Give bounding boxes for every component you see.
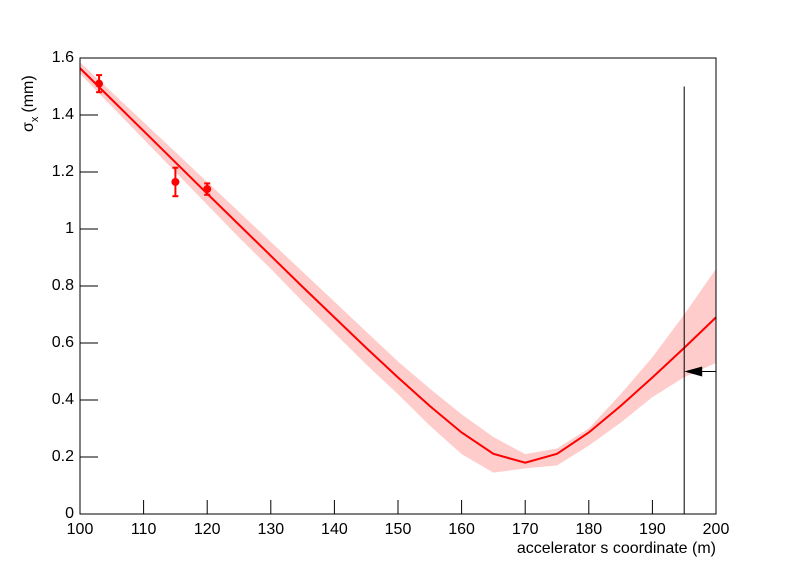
x-tick-label: 130	[257, 521, 284, 538]
x-tick-label: 150	[385, 521, 412, 538]
x-tick-label: 110	[131, 521, 157, 538]
y-tick-label: 1.4	[52, 106, 74, 123]
arrow-head	[684, 366, 703, 377]
plot-area: 100 110 120 130 140 150 160 170 180 190 200 0 0.2 0.4…	[52, 49, 730, 538]
x-tick-label: 100	[67, 521, 94, 538]
data-point	[203, 185, 212, 194]
x-tick-label: 120	[194, 521, 221, 538]
y-tick-label: 1.2	[52, 163, 74, 180]
y-tick-label: 0.2	[52, 448, 74, 465]
y-tick-label: 0.4	[52, 391, 74, 408]
x-tick-label: 160	[448, 521, 475, 538]
frame	[79, 57, 717, 515]
data-point	[171, 177, 180, 186]
x-tick-label: 180	[575, 521, 602, 538]
fit-line	[79, 67, 717, 464]
x-tick-label: 170	[512, 521, 539, 538]
x-axis-label: accelerator s coordinate (m)	[517, 540, 716, 557]
x-tick-label: 190	[639, 521, 666, 538]
confidence-band	[80, 62, 716, 473]
y-label-symbol: σ	[20, 122, 37, 132]
y-tick-label: 1.6	[52, 49, 74, 66]
y-tick-label: 0	[65, 505, 74, 522]
y-tick-label: 0.8	[52, 277, 74, 294]
y-label-subscript: x	[29, 116, 41, 122]
y-tick-label: 0.6	[52, 334, 74, 351]
x-tick-label: 200	[703, 521, 730, 538]
data-point	[95, 79, 104, 88]
y-tick-label: 1	[65, 220, 74, 237]
y-axis-label: σx (mm)	[20, 75, 41, 132]
x-tick-label: 140	[321, 521, 348, 538]
y-label-unit: (mm)	[20, 75, 37, 112]
